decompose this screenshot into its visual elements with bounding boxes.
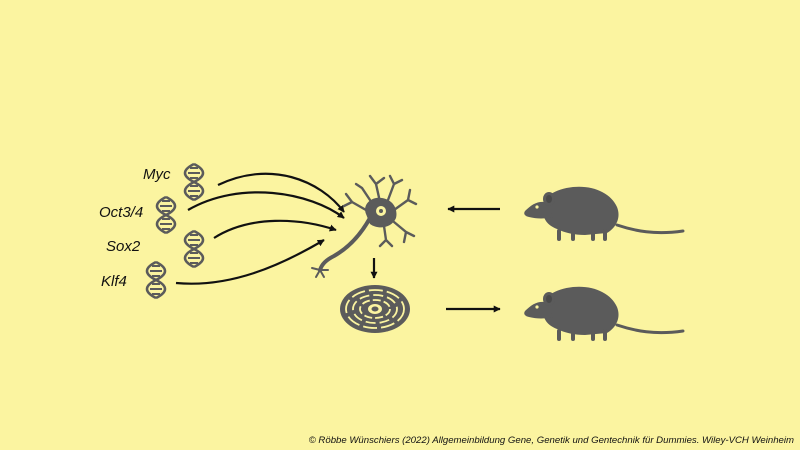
- dna-helix-icon: [183, 162, 205, 202]
- gene-label-sox2: Sox2: [106, 238, 141, 255]
- dna-helix-icon: [155, 195, 177, 235]
- gene-arrow: [213, 219, 337, 239]
- gene-arrow: [187, 191, 345, 219]
- dna-helix-icon: [183, 229, 205, 269]
- gene-label-oct34: Oct3/4: [99, 204, 144, 221]
- gene-label-myc: Myc: [143, 166, 171, 183]
- stem-cell-icon: [340, 285, 410, 333]
- mouse-icon: [522, 285, 685, 343]
- mouse-icon: [522, 185, 685, 243]
- neuron-cell-icon: [311, 174, 418, 278]
- dna-helix-icon: [145, 260, 167, 300]
- gene-arrow: [217, 172, 345, 213]
- copyright-notice: © Röbbe Wünschiers (2022) Allgemeinbildu…: [308, 435, 794, 446]
- gene-label-klf4: Klf4: [101, 273, 127, 290]
- gene-arrow: [175, 239, 325, 285]
